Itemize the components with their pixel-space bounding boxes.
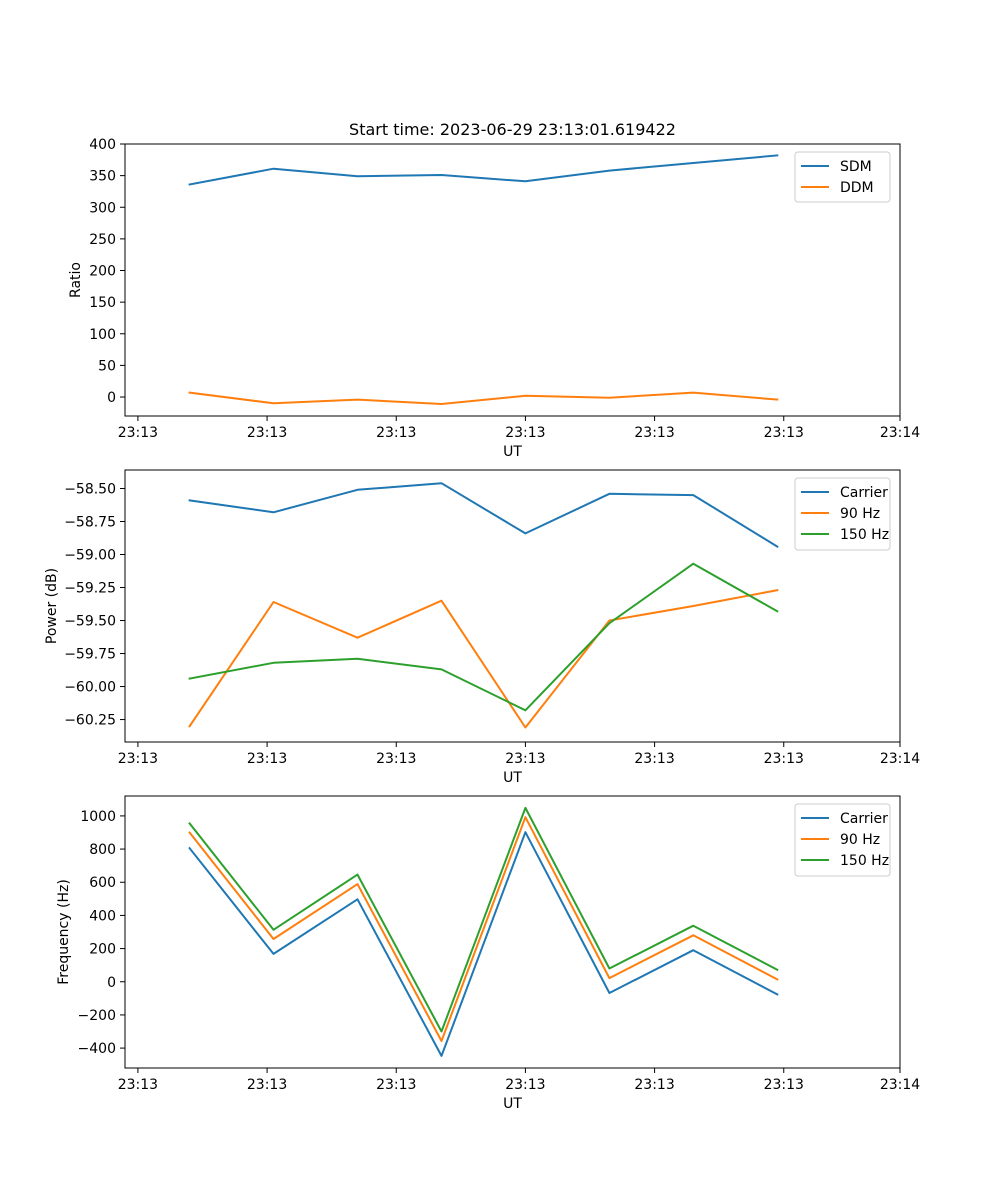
y-axis-label: Frequency (Hz) <box>56 879 72 985</box>
legend-label: Carrier <box>840 485 888 501</box>
x-tick-label: 23:13 <box>505 751 545 767</box>
plot-frame <box>124 795 901 1069</box>
plot-frame <box>124 469 901 743</box>
legend-label: Carrier <box>840 811 888 827</box>
series-line-ddm <box>188 391 779 405</box>
x-tick-label: 23:13 <box>764 425 804 441</box>
series-line-carrier <box>188 831 779 1057</box>
y-tick-label: −59.75 <box>64 647 116 663</box>
x-tick-label: 23:13 <box>247 751 287 767</box>
x-tick-label: 23:13 <box>505 1077 545 1093</box>
chart-panel-2: −60.25 −60.00 −59.75 −59.50 −59.25 −59.00 −58.… <box>44 469 920 786</box>
series-line-90-hz <box>188 589 779 729</box>
y-tick-label: 300 <box>89 200 116 216</box>
series-line-90-hz <box>188 816 779 1042</box>
y-tick-label: 800 <box>89 842 116 858</box>
y-tick-label: 200 <box>89 942 116 958</box>
legend-label: 150 Hz <box>840 527 889 543</box>
y-tick-label: 0 <box>107 390 116 406</box>
y-tick-label: 250 <box>89 232 116 248</box>
x-tick-label: 23:13 <box>634 425 674 441</box>
chart-panel-1: Start time: 2023-06-29 23:13:01.619422 0 5… <box>68 120 920 460</box>
y-tick-label: 600 <box>89 875 116 891</box>
y-tick-label: 1000 <box>80 809 116 825</box>
y-tick-label: −58.50 <box>64 481 116 497</box>
y-tick-label: 400 <box>89 137 116 153</box>
x-tick-label: 23:13 <box>118 425 158 441</box>
y-tick-label: 200 <box>89 264 116 280</box>
y-tick-label: −60.25 <box>64 713 116 729</box>
series-line-150-hz <box>188 562 779 712</box>
y-tick-label: 150 <box>89 295 116 311</box>
y-axis-label: Ratio <box>68 262 84 298</box>
x-tick-label: 23:13 <box>376 751 416 767</box>
x-tick-label: 23:13 <box>376 1077 416 1093</box>
legend-label: 150 Hz <box>840 853 889 869</box>
plot-frame <box>124 143 901 417</box>
x-tick-label: 23:13 <box>376 425 416 441</box>
legend-box <box>794 477 891 551</box>
y-tick-label: 100 <box>89 327 116 343</box>
x-axis-label: UT <box>503 444 522 460</box>
x-tick-label: 23:13 <box>634 1077 674 1093</box>
y-tick-label: −200 <box>78 1008 116 1024</box>
legend-label: SDM <box>840 159 872 175</box>
y-tick-label: 0 <box>107 975 116 991</box>
y-tick-label: −59.00 <box>64 548 116 564</box>
y-tick-label: 50 <box>98 358 116 374</box>
y-tick-label: −59.50 <box>64 614 116 630</box>
x-tick-label: 23:14 <box>880 1077 920 1093</box>
chart-title: Start time: 2023-06-29 23:13:01.619422 <box>349 120 676 139</box>
x-tick-label: 23:13 <box>118 751 158 767</box>
legend-label: DDM <box>840 180 874 196</box>
legend: Carrier 90 Hz 150 Hz <box>794 803 891 877</box>
legend-box <box>794 151 891 203</box>
x-tick-label: 23:14 <box>880 425 920 441</box>
series-line-sdm <box>188 154 779 186</box>
x-tick-label: 23:13 <box>118 1077 158 1093</box>
x-tick-label: 23:13 <box>764 1077 804 1093</box>
x-tick-label: 23:14 <box>880 751 920 767</box>
y-tick-label: −59.25 <box>64 581 116 597</box>
x-tick-label: 23:13 <box>764 751 804 767</box>
series-line-150-hz <box>188 806 779 1033</box>
legend: Carrier 90 Hz 150 Hz <box>794 477 891 551</box>
y-tick-label: −60.00 <box>64 680 116 696</box>
x-tick-label: 23:13 <box>505 425 545 441</box>
legend-label: 90 Hz <box>840 832 880 848</box>
y-tick-label: −400 <box>78 1041 116 1057</box>
x-axis-label: UT <box>503 770 522 786</box>
legend-label: 90 Hz <box>840 506 880 522</box>
x-tick-label: 23:13 <box>247 425 287 441</box>
y-tick-label: −58.75 <box>64 514 116 530</box>
x-tick-label: 23:13 <box>247 1077 287 1093</box>
y-axis-label: Power (dB) <box>44 568 60 644</box>
x-tick-label: 23:13 <box>634 751 674 767</box>
legend: SDM DDM <box>794 151 891 203</box>
series-line-carrier <box>188 482 779 548</box>
x-axis-label: UT <box>503 1096 522 1112</box>
y-tick-label: 350 <box>89 169 116 185</box>
chart-panel-3: −400 −200 0 200 400 600 800 1000 23:13 23:13 23:13… <box>56 795 920 1112</box>
legend-box <box>794 803 891 877</box>
y-tick-label: 400 <box>89 908 116 924</box>
